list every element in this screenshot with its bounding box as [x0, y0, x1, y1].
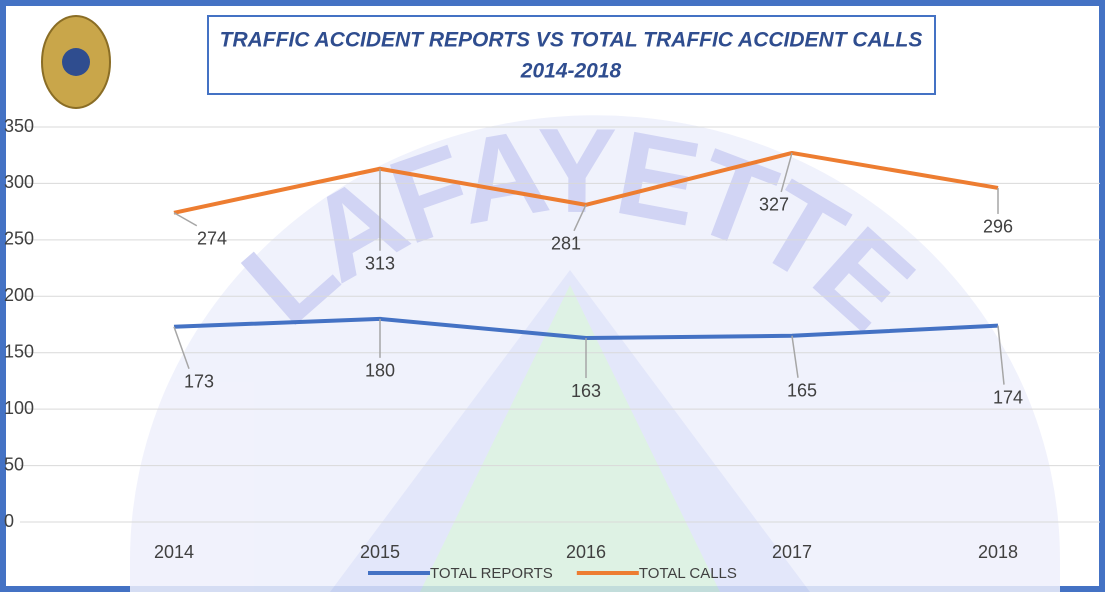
y-tick-label: 350: [4, 116, 34, 136]
x-tick-label: 2018: [978, 542, 1018, 562]
legend-label: TOTAL CALLS: [639, 565, 737, 582]
y-tick-label: 50: [4, 454, 24, 474]
data-label: 313: [365, 254, 395, 274]
legend-label: TOTAL REPORTS: [430, 565, 553, 582]
y-tick-label: 0: [4, 511, 14, 531]
data-label: 163: [571, 381, 601, 401]
y-tick-label: 100: [4, 398, 34, 418]
data-label: 174: [993, 387, 1023, 407]
data-label: 296: [983, 217, 1013, 237]
chart: LAFAYETTE TRAFFIC ACCIDENT REPORTS VS TO…: [0, 0, 1105, 592]
y-tick-label: 200: [4, 285, 34, 305]
badge: [42, 16, 110, 108]
x-tick-label: 2016: [566, 542, 606, 562]
data-label: 180: [365, 361, 395, 381]
y-tick-label: 300: [4, 172, 34, 192]
chart-title: TRAFFIC ACCIDENT REPORTS VS TOTAL TRAFFI…: [220, 29, 923, 52]
y-tick-label: 250: [4, 229, 34, 249]
data-label: 165: [787, 381, 817, 401]
badge-seal: [62, 48, 90, 76]
data-label: 274: [197, 229, 227, 249]
x-tick-label: 2017: [772, 542, 812, 562]
data-label: 327: [759, 195, 789, 215]
data-label: 173: [184, 372, 214, 392]
x-tick-label: 2015: [360, 542, 400, 562]
x-tick-label: 2014: [154, 542, 194, 562]
data-label: 281: [551, 234, 581, 254]
chart-subtitle: 2014-2018: [520, 60, 622, 83]
y-tick-label: 150: [4, 341, 34, 361]
